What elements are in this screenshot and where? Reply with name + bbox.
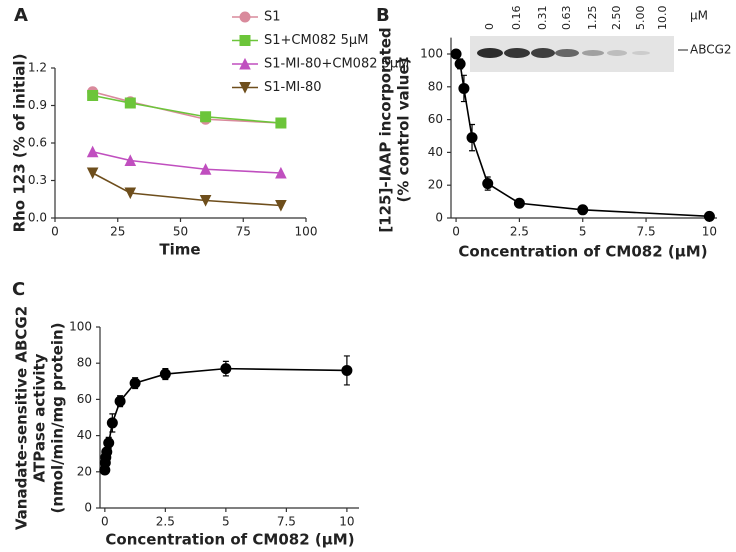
- y-tick-label: 60: [77, 392, 92, 406]
- lane-label: 0.16: [510, 6, 523, 31]
- lane-label: 2.50: [610, 6, 623, 31]
- series-line: [455, 53, 710, 218]
- marker: [458, 82, 470, 94]
- x-tick-label: 7.5: [277, 515, 296, 529]
- y-tick-label: 100: [420, 47, 443, 61]
- x-tick-label: 100: [295, 225, 318, 239]
- marker: [124, 187, 137, 200]
- series-line: [104, 367, 347, 471]
- series-line: [92, 90, 281, 124]
- legend-label: S1-MI-80+CM082 5μM: [264, 57, 409, 72]
- y-axis-label: Vanadate-sensitive ABCG2: [13, 306, 31, 530]
- x-tick-label: 5: [222, 515, 230, 529]
- y-tick-label: 60: [428, 112, 443, 126]
- marker: [103, 437, 115, 449]
- x-tick-label: 0: [51, 225, 59, 239]
- x-tick-label: 10: [339, 515, 354, 529]
- series-line: [92, 172, 281, 207]
- legend-marker: [239, 82, 251, 94]
- panel-label: B: [376, 5, 390, 26]
- series-line: [92, 94, 281, 124]
- marker: [275, 200, 287, 212]
- marker: [466, 132, 478, 144]
- lane-label: 1.25: [586, 6, 599, 31]
- x-tick-label: 2.5: [156, 515, 175, 529]
- y-tick-label: 0.0: [28, 211, 47, 225]
- marker: [87, 90, 99, 101]
- y-tick-label: 0.3: [28, 173, 47, 187]
- marker: [200, 111, 212, 123]
- y-tick-label: 0: [435, 211, 443, 225]
- y-tick-label: 20: [77, 464, 92, 478]
- x-tick-label: 2.5: [510, 225, 529, 239]
- x-tick-label: 10: [702, 225, 717, 239]
- y-tick-label: 0: [84, 501, 92, 515]
- x-tick-label: 25: [110, 225, 125, 239]
- legend-label: S1: [264, 10, 281, 25]
- lane-label: 0.31: [536, 6, 549, 31]
- marker: [450, 48, 462, 60]
- x-axis-label: Concentration of CM082 (μM): [458, 243, 707, 261]
- y-tick-label: 80: [428, 79, 443, 93]
- panel-label: A: [14, 5, 28, 26]
- marker: [129, 377, 141, 389]
- y-axis-label: (nmol/min/mg protein): [49, 322, 67, 513]
- marker: [703, 210, 715, 222]
- y-tick-label: 80: [77, 356, 92, 370]
- x-axis-label: Time: [159, 241, 200, 259]
- y-tick-label: 20: [428, 178, 443, 192]
- marker: [275, 117, 287, 129]
- x-tick-label: 50: [173, 225, 188, 239]
- legend-marker: [239, 57, 251, 70]
- marker: [513, 197, 525, 209]
- y-tick-label: 40: [77, 428, 92, 442]
- y-tick-label: 0.6: [28, 136, 47, 150]
- x-tick-label: 7.5: [637, 225, 656, 239]
- y-tick-label: 1.2: [28, 61, 47, 75]
- legend-label: S1-MI-80: [264, 80, 322, 95]
- marker: [577, 204, 589, 216]
- lane-label: 5.00: [634, 6, 647, 31]
- marker: [114, 395, 126, 407]
- legend-marker: [239, 11, 251, 23]
- lane-label: 0.63: [560, 6, 573, 31]
- y-axis-label: ATPase activity: [31, 353, 49, 482]
- lane-label: 0: [483, 23, 496, 30]
- marker: [86, 145, 99, 158]
- x-tick-label: 0: [101, 515, 109, 529]
- x-axis-label: Concentration of CM082 (μM): [105, 531, 354, 549]
- marker: [275, 166, 287, 179]
- marker: [220, 363, 232, 375]
- marker: [106, 417, 118, 429]
- series-line: [92, 150, 281, 174]
- y-axis-label: [125]-IAAP incorporated: [377, 27, 395, 232]
- marker: [454, 58, 466, 70]
- y-axis-label: (% control value): [395, 58, 413, 203]
- y-tick-label: 40: [428, 145, 443, 159]
- lane-unit: μM: [690, 9, 708, 23]
- lane-label: 10.0: [656, 6, 669, 31]
- marker: [199, 163, 212, 175]
- blot-bands: [477, 48, 650, 58]
- marker: [86, 167, 99, 180]
- panel-label: C: [12, 279, 25, 300]
- x-tick-label: 75: [236, 225, 251, 239]
- legend-marker: [239, 35, 251, 46]
- x-tick-label: 5: [579, 225, 587, 239]
- marker: [124, 97, 136, 109]
- y-axis-label: Rho 123 (% of initial): [11, 54, 29, 233]
- y-tick-label: 100: [69, 320, 92, 334]
- marker: [124, 154, 137, 166]
- marker: [159, 368, 171, 380]
- legend-label: S1+CM082 5μM: [264, 33, 368, 48]
- marker: [199, 195, 212, 207]
- x-tick-label: 0: [452, 225, 460, 239]
- marker: [341, 364, 353, 376]
- blot-label: ABCG2: [690, 43, 732, 57]
- y-tick-label: 0.9: [28, 98, 47, 112]
- marker: [482, 178, 494, 190]
